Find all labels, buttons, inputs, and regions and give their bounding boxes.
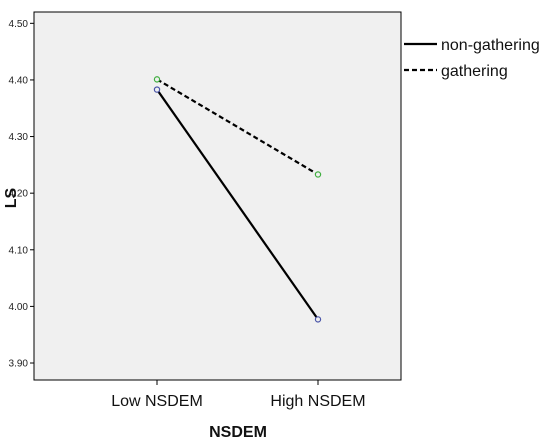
y-tick-label: 4.50 — [9, 19, 29, 30]
x-axis: Low NSDEM High NSDEM — [111, 380, 366, 410]
series-line-gathering — [156, 78, 319, 176]
data-point-gathering — [314, 171, 322, 178]
x-tick-label: Low NSDEM — [111, 393, 203, 410]
data-point-non-gathering — [314, 316, 322, 323]
y-tick-label: 4.10 — [9, 245, 29, 256]
y-tick-label: 3.90 — [9, 359, 29, 370]
plot-area — [33, 11, 402, 381]
y-axis-title: LS — [3, 187, 20, 208]
y-axis: 3.90 4.00 4.10 4.20 4.30 4.40 4.50 — [9, 19, 34, 370]
series-line-non-gathering — [156, 88, 319, 321]
series-layer — [153, 76, 322, 323]
x-axis-title: NSDEM — [209, 424, 267, 441]
data-point-gathering — [153, 76, 161, 83]
y-tick-label: 4.30 — [9, 132, 29, 143]
legend: non-gathering gathering — [404, 37, 540, 80]
x-tick-label: High NSDEM — [270, 393, 365, 410]
legend-label-non-gathering: non-gathering — [441, 37, 540, 54]
data-point-non-gathering — [153, 86, 161, 93]
legend-label-gathering: gathering — [441, 63, 508, 80]
y-tick-label: 4.20 — [9, 189, 29, 200]
y-tick-label: 4.40 — [9, 75, 29, 86]
y-tick-label: 4.00 — [9, 302, 29, 313]
